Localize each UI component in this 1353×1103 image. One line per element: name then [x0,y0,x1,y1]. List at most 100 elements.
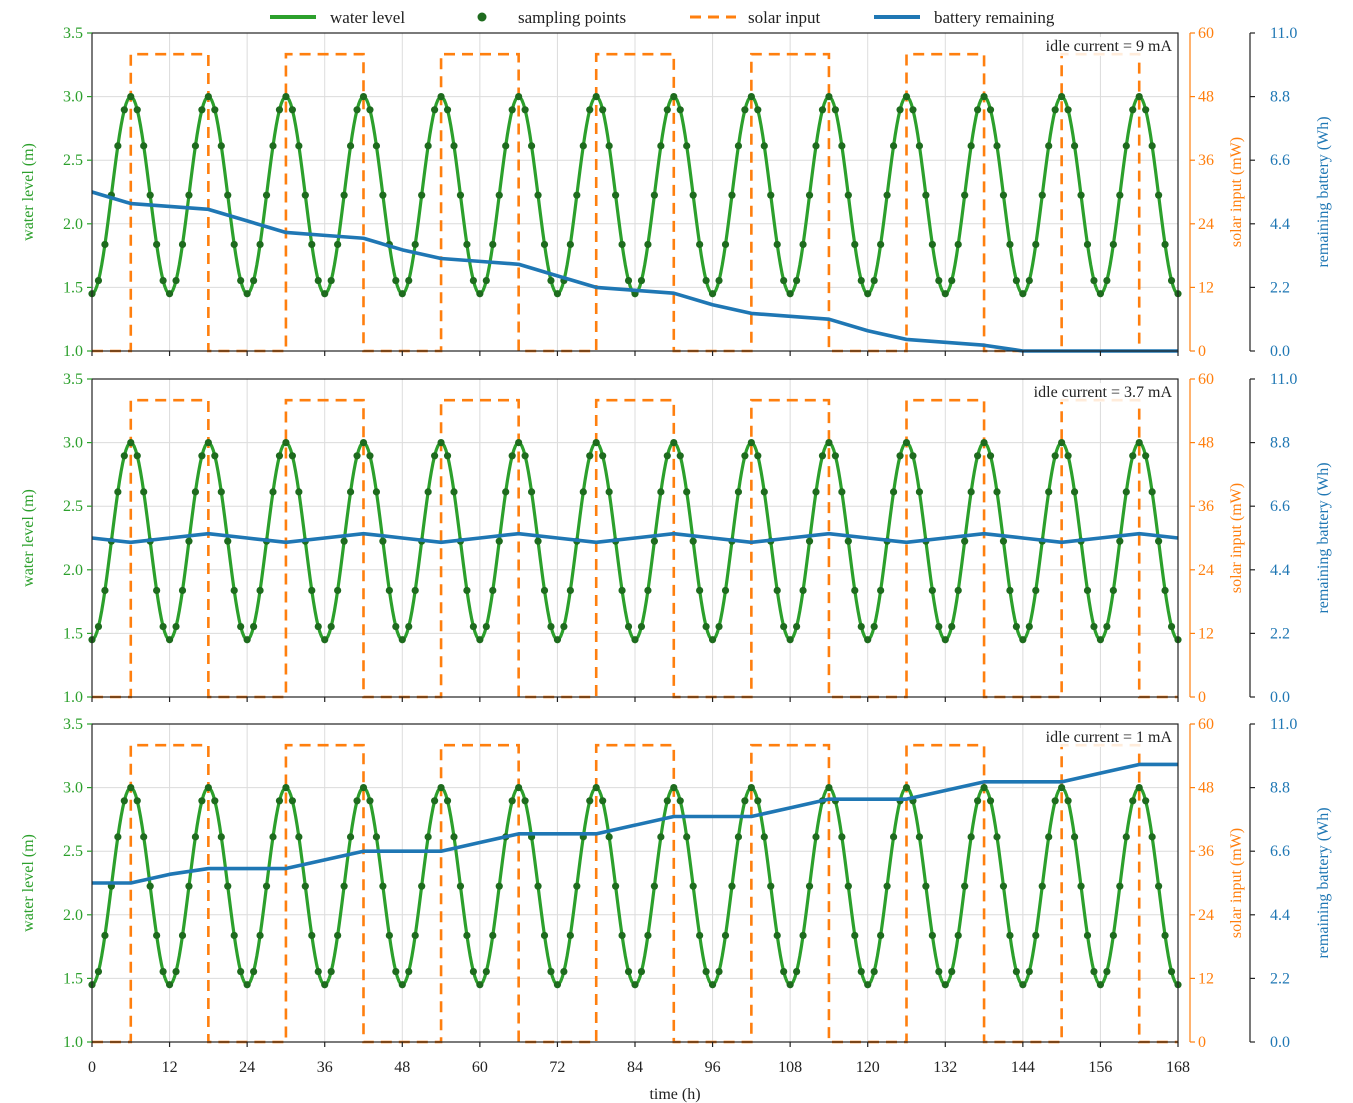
sampling-point [799,586,807,595]
y3-tick-label: 4.4 [1270,907,1290,924]
sampling-point [431,797,439,805]
sampling-point [178,931,187,940]
sampling-point [948,276,956,285]
grid [91,723,1179,1043]
sampling-point [489,931,497,940]
sampling-point [1064,106,1072,114]
sampling-point [327,967,335,976]
sampling-point [379,537,387,545]
sampling-point [586,106,594,114]
sampling-point [502,488,510,496]
sampling-point [857,967,865,976]
sampling-point [702,622,710,631]
sampling-point [165,981,174,989]
sampling-point [579,488,587,496]
sampling-point [1058,439,1066,447]
sampling-point [902,93,911,101]
y2-tick-label: 24 [1198,562,1214,579]
sampling-point [476,636,484,644]
sampling-point [308,931,316,940]
sampling-point [515,784,523,792]
sampling-point [825,93,833,101]
battery-remaining-line [91,531,1179,545]
sampling-point [185,882,193,890]
sampling-point [754,797,762,805]
y2-tick-label: 36 [1198,843,1214,860]
sampling-point [935,967,943,976]
sampling-point [243,636,251,644]
x-tick-label: 96 [705,1059,721,1076]
sampling-point [631,636,639,644]
x-tick-label: 72 [549,1059,565,1076]
sampling-point [599,797,607,805]
y-tick-label: 1.0 [63,343,83,360]
y-tick-label: 2.0 [63,216,83,233]
sampling-point [534,191,542,199]
x-tick-label: 12 [162,1059,178,1076]
y2-tick-label: 12 [1198,625,1214,642]
sampling-point [269,833,277,841]
sampling-point [696,240,704,249]
sampling-point [372,488,381,496]
sampling-point [631,981,639,989]
sampling-point [353,797,361,805]
sampling-point [637,622,646,631]
sampling-point [443,106,452,114]
y2-tick-label: 12 [1198,970,1214,987]
sampling-point [146,191,154,199]
y2-tick-label: 24 [1198,216,1214,233]
sampling-point [379,882,387,890]
sampling-point [566,240,574,249]
sampling-point [708,981,717,989]
sampling-point [140,833,148,841]
sampling-point [527,142,536,150]
sampling-point [560,967,568,976]
sampling-point [1109,240,1117,249]
sampling-point [715,967,723,976]
sampling-point [650,537,658,545]
sampling-point [825,439,833,447]
panel-3: 1.0 1.5 2.0 2.5 3.0 3.5 water level (m) 0 12 24 36… [20,716,1332,1076]
sampling-point [411,240,419,249]
sampling-point [1051,452,1059,460]
y3-tick-label: 2.2 [1270,279,1290,296]
sampling-point [495,882,503,890]
sampling-point [495,537,503,545]
y2-tick-label: 0 [1198,1034,1206,1051]
sampling-point [405,622,413,631]
sampling-point [314,967,322,976]
sampling-point [230,586,238,595]
sampling-point [217,833,225,841]
sampling-point [508,452,516,460]
sampling-point [838,488,846,496]
sampling-point [851,586,859,595]
sampling-point [237,276,245,285]
sampling-point [250,622,258,631]
sampling-point [721,586,730,595]
y3-tick-label: 8.8 [1270,435,1290,452]
sampling-point [217,488,225,496]
sampling-point [405,967,413,976]
sampling-point [172,622,180,631]
sampling-point [721,931,730,940]
sampling-point [405,276,413,285]
sampling-point [1103,276,1111,285]
sampling-point [605,833,613,841]
y2-axis-title: solar input (mW) [1228,483,1245,593]
annotation-background [1041,37,1177,56]
sampling-point [1045,488,1053,496]
sampling-point [1155,191,1163,199]
sampling-point [211,797,219,805]
sampling-point [463,240,471,249]
y-tick-label: 1.5 [63,625,83,642]
sampling-point [1070,142,1079,150]
sampling-point [489,586,497,595]
sampling-point [1122,142,1130,150]
sampling-point [1161,240,1169,249]
sampling-point [230,240,238,249]
sampling-point [437,439,445,447]
sampling-point [1109,586,1117,595]
x-tick-label: 108 [778,1059,802,1076]
sampling-point [321,981,329,989]
sampling-point [392,967,400,976]
